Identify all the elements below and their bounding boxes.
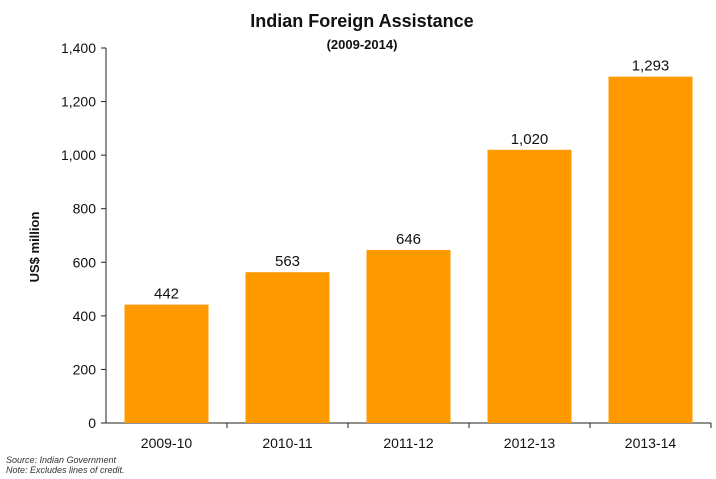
y-tick-label: 1,200 — [61, 94, 96, 110]
bar-value-label: 563 — [275, 253, 300, 270]
bar — [487, 149, 572, 424]
bar — [608, 76, 693, 424]
bar-value-label: 1,293 — [632, 58, 670, 75]
x-tick-label: 2013-14 — [625, 435, 677, 451]
x-axis-ticks: 2009-10 2010-11 2011-12 2012-13 2013-14 — [141, 423, 712, 451]
bar-value-label: 646 — [396, 231, 421, 248]
chart-title: Indian Foreign Assistance — [250, 11, 473, 31]
bar — [124, 304, 209, 423]
y-tick-label: 1,000 — [61, 147, 96, 163]
y-axis-ticks: 0 200 400 600 800 1,000 1,200 1,400 — [61, 40, 106, 431]
bar-value-label: 1,020 — [511, 131, 549, 148]
x-tick-label: 2012-13 — [504, 435, 556, 451]
x-tick-label: 2011-12 — [383, 435, 434, 451]
x-tick-label: 2009-10 — [141, 435, 193, 451]
bar-value-label: 442 — [154, 286, 179, 303]
bars: 442 563 646 1,020 1,293 — [124, 58, 693, 424]
y-axis-label: US$ million — [27, 212, 42, 283]
chart-notes: Source: Indian Government Note: Excludes… — [6, 455, 125, 475]
x-tick-label: 2010-11 — [262, 435, 313, 451]
footnote: Note: Excludes lines of credit. — [6, 465, 125, 475]
y-tick-label: 1,400 — [61, 40, 96, 56]
y-tick-label: 0 — [88, 415, 96, 431]
bar — [245, 272, 330, 423]
y-tick-label: 800 — [73, 201, 97, 217]
chart-subtitle: (2009-2014) — [327, 37, 398, 52]
source-note: Source: Indian Government — [6, 455, 117, 465]
bar — [366, 249, 451, 423]
y-tick-label: 200 — [73, 361, 97, 377]
y-tick-label: 400 — [73, 308, 97, 324]
y-tick-label: 600 — [73, 254, 97, 270]
